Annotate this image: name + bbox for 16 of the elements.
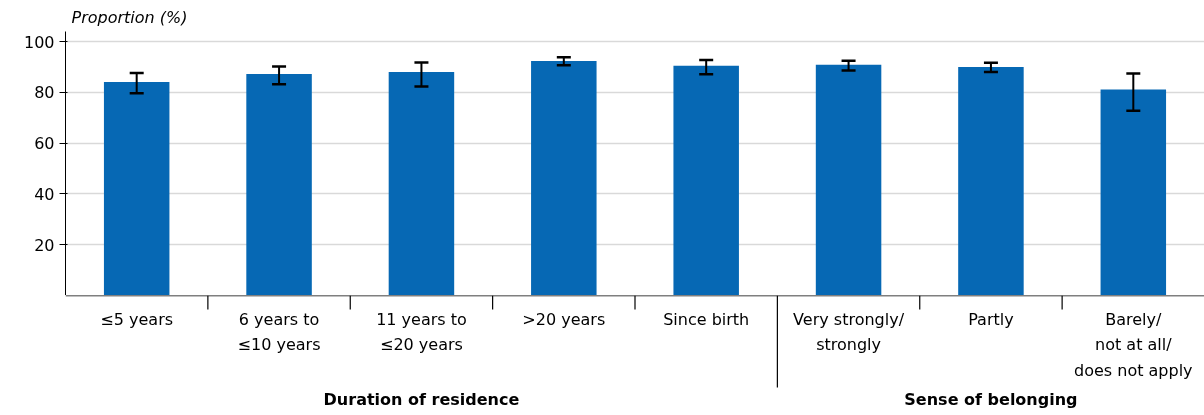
y-tick-label: 40 [34,184,55,204]
x-tick-label: 6 years to ≤10 years [237,309,321,355]
x-tick-label: ≤5 years [100,309,174,329]
x-tick-label: Barely/ not at all/ does not apply [1074,309,1193,380]
x-tick-label: Since birth [663,309,750,329]
text: Duration of residence [323,390,520,409]
x-tick-label: Very strongly/ strongly [793,309,905,355]
y-tick-label: 60 [34,134,55,154]
y-tick-label: 80 [34,83,55,103]
x-tick-label: >20 years [522,309,606,329]
y-axis-title: Proportion (%) [71,7,188,27]
x-tick-label: Partly [968,309,1014,329]
y-tick-label: 20 [34,235,55,255]
x-tick-label: 11 years to ≤20 years [376,309,467,355]
y-tick-label: 100 [23,32,55,52]
text: Sense of belonging [904,390,1078,409]
